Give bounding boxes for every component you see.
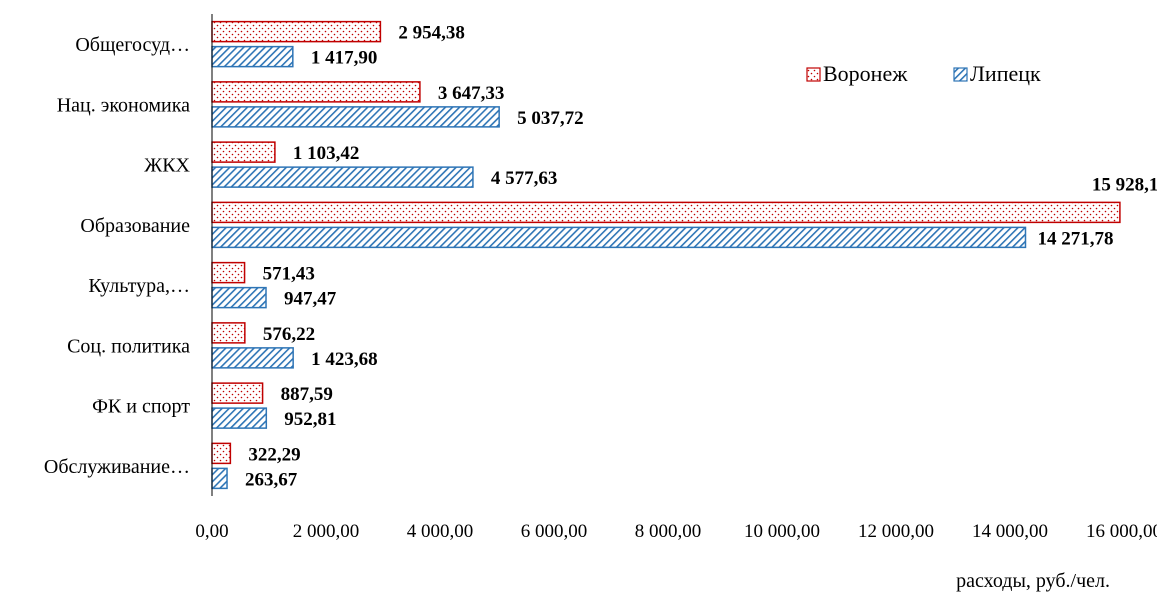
category-label-fk-i-sport: ФК и спорт: [92, 396, 190, 418]
value-labels-group: 2 954,38 1 417,90 3 647,33 5 037,72 1 103,42…: [245, 23, 1157, 491]
bars-group: [211, 20, 1121, 490]
x-tick-label: 4 000,00: [407, 521, 474, 542]
legend: Воронеж Липецк: [806, 61, 1041, 86]
category-label-zhkkh: ЖКХ: [144, 155, 190, 177]
value-label-lipetsk-obshchegosud: 1 417,90: [311, 48, 378, 69]
value-label-voronezh-kultura: 571,43: [263, 264, 315, 285]
value-label-voronezh-nats-ekonomika: 3 647,33: [438, 83, 505, 104]
legend-swatch-voronezh: [806, 67, 821, 82]
bar-voronezh-obshchegosud: [211, 20, 382, 43]
bar-voronezh-nats-ekonomika: [211, 81, 421, 103]
bar-lipetsk-obrazovanie: [211, 226, 1027, 249]
bar-lipetsk-obshchegosud: [211, 45, 294, 68]
legend-label-voronezh: Воронеж: [823, 61, 908, 86]
value-label-voronezh-obrazovanie: 15 928,13: [1092, 174, 1157, 195]
x-tick-label: 16 000,00: [1086, 521, 1157, 542]
value-label-lipetsk-kultura: 947,47: [284, 289, 337, 310]
legend-swatch-lipetsk: [953, 67, 968, 82]
x-tick-label: 14 000,00: [972, 521, 1048, 542]
bar-voronezh-fk-i-sport: [211, 382, 264, 404]
bar-lipetsk-sots-politika: [211, 347, 294, 369]
value-label-lipetsk-nats-ekonomika: 5 037,72: [517, 108, 584, 129]
bar-lipetsk-kultura: [211, 286, 267, 309]
x-tick-label: 10 000,00: [744, 521, 820, 542]
bar-voronezh-sots-politika: [211, 322, 246, 344]
x-tick-label: 0,00: [195, 521, 228, 542]
category-label-obsluzhivanie: Обслуживание…: [44, 456, 190, 478]
value-label-lipetsk-fk-i-sport: 952,81: [284, 409, 336, 430]
bar-voronezh-kultura: [211, 261, 246, 284]
bar-lipetsk-nats-ekonomika: [211, 106, 500, 128]
value-label-voronezh-obshchegosud: 2 954,38: [398, 23, 465, 44]
bar-lipetsk-zhkkh: [211, 166, 474, 188]
bar-voronezh-zhkkh: [211, 141, 276, 163]
value-label-lipetsk-obrazovanie: 14 271,78: [1037, 228, 1113, 249]
value-label-voronezh-fk-i-sport: 887,59: [281, 384, 333, 405]
value-label-voronezh-zhkkh: 1 103,42: [293, 143, 360, 164]
x-tick-label: 8 000,00: [635, 521, 702, 542]
x-tick-label: 6 000,00: [521, 521, 588, 542]
value-label-voronezh-sots-politika: 576,22: [263, 324, 315, 345]
bar-lipetsk-obsluzhivanie: [211, 467, 228, 490]
value-label-lipetsk-obsluzhivanie: 263,67: [245, 469, 298, 490]
category-label-obshchegosud: Общегосуд…: [75, 34, 190, 56]
bar-voronezh-obrazovanie: [211, 201, 1121, 224]
x-tick-label: 2 000,00: [293, 521, 360, 542]
x-axis-title: расходы, руб./чел.: [956, 570, 1110, 592]
category-label-obrazovanie: Образование: [80, 215, 190, 237]
category-label-nats-ekonomika: Нац. экономика: [57, 94, 190, 116]
bar-voronezh-obsluzhivanie: [211, 442, 232, 465]
x-tick-labels-group: 0,00 2 000,00 4 000,00 6 000,00 8 000,00 10 0…: [195, 521, 1157, 542]
value-label-lipetsk-sots-politika: 1 423,68: [311, 349, 378, 370]
category-labels-group: Общегосуд… Нац. экономика ЖКХ Образование Ку…: [44, 34, 191, 478]
x-tick-label: 12 000,00: [858, 521, 934, 542]
legend-label-lipetsk: Липецк: [970, 61, 1041, 86]
bar-lipetsk-fk-i-sport: [211, 407, 268, 429]
value-label-lipetsk-zhkkh: 4 577,63: [491, 168, 558, 189]
category-label-sots-politika: Соц. политика: [67, 335, 190, 357]
value-label-voronezh-obsluzhivanie: 322,29: [248, 444, 300, 465]
category-label-kultura: Культура,…: [88, 275, 190, 297]
